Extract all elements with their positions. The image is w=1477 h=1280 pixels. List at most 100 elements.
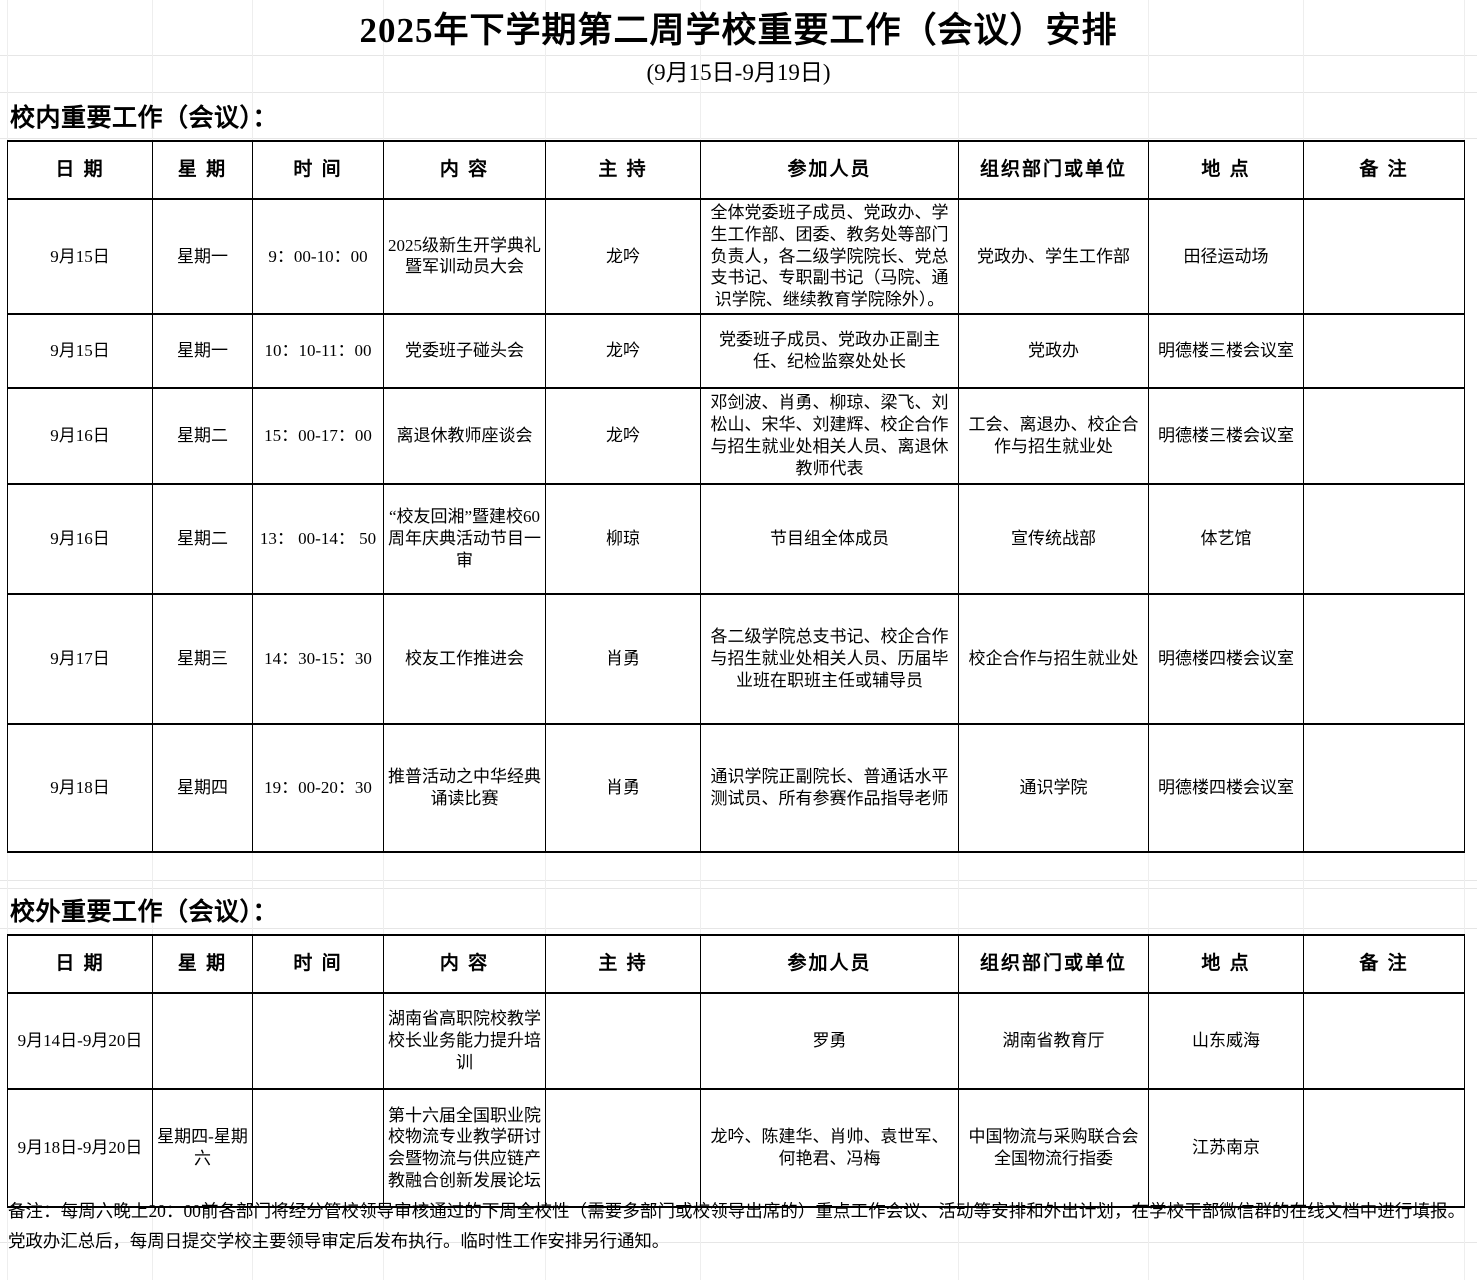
cell-remark	[1303, 198, 1465, 315]
cell-remark	[1303, 386, 1465, 485]
internal-table-body: 9月15日 星期一 9：00-10：00 2025级新生开学典礼暨军训动员大会 龙吟 全体…	[7, 198, 1465, 853]
cell-participants: 邓剑波、肖勇、柳琼、梁飞、刘松山、宋华、刘建辉、校企合作与招生就业处相关人员、离…	[700, 386, 959, 485]
table-row: 9月17日 星期三 14：30-15：30 校友工作推进会 肖勇 各二级学院总支书记、校企…	[7, 592, 1465, 725]
grid-line	[0, 55, 1477, 56]
cell-content: “校友回湘”暨建校60周年庆典活动节目一审	[383, 482, 546, 595]
cell-remark	[1303, 312, 1465, 389]
cell-place: 明德楼三楼会议室	[1148, 386, 1304, 485]
cell-remark	[1303, 482, 1465, 595]
cell-host: 肖勇	[545, 592, 701, 725]
cell-organizer: 党政办、学生工作部	[958, 198, 1149, 315]
cell-content: 第十六届全国职业院校物流专业教学研讨会暨物流与供应链产教融合创新发展论坛	[383, 1088, 546, 1208]
cell-remark	[1303, 1088, 1465, 1208]
cell-time: 14：30-15：30	[252, 592, 384, 725]
table-row: 9月16日 星期二 13： 00-14： 50 “校友回湘”暨建校60周年庆典活动节目…	[7, 482, 1465, 595]
column-header-date: 日 期	[7, 140, 153, 200]
cell-place: 体艺馆	[1148, 482, 1304, 595]
grid-line	[0, 880, 1477, 881]
cell-remark	[1303, 722, 1465, 853]
cell-time: 10：10-11：00	[252, 312, 384, 389]
cell-host: 龙吟	[545, 198, 701, 315]
column-header-weekday: 星 期	[152, 140, 253, 200]
document-subtitle: (9月15日-9月19日)	[646, 60, 831, 85]
cell-date: 9月17日	[7, 592, 153, 725]
column-header-participants: 参加人员	[700, 934, 959, 994]
cell-place: 明德楼四楼会议室	[1148, 722, 1304, 853]
table-row: 9月15日 星期一 10：10-11：00 党委班子碰头会 龙吟 党委班子成员、党政办正副…	[7, 312, 1465, 389]
cell-participants: 通识学院正副院长、普通话水平测试员、所有参赛作品指导老师	[700, 722, 959, 853]
cell-organizer: 党政办	[958, 312, 1149, 389]
cell-organizer: 湖南省教育厅	[958, 992, 1149, 1090]
cell-content: 湖南省高职院校教学校长业务能力提升培训	[383, 992, 546, 1090]
table-row: 9月15日 星期一 9：00-10：00 2025级新生开学典礼暨军训动员大会 龙吟 全体…	[7, 198, 1465, 315]
cell-time: 15：00-17：00	[252, 386, 384, 485]
grid-line	[0, 888, 1477, 889]
table-header-row: 日 期 星 期 时 间 内 容 主 持 参加人员 组织部门或单位 地 点 备 注	[7, 140, 1465, 200]
cell-time: 19：00-20：30	[252, 722, 384, 853]
internal-schedule-table: 日 期 星 期 时 间 内 容 主 持 参加人员 组织部门或单位 地 点 备 注…	[7, 140, 1465, 853]
cell-time: 13： 00-14： 50	[252, 482, 384, 595]
cell-weekday: 星期二	[152, 482, 253, 595]
cell-weekday: 星期三	[152, 592, 253, 725]
cell-participants: 罗勇	[700, 992, 959, 1090]
cell-host: 肖勇	[545, 722, 701, 853]
cell-participants: 节目组全体成员	[700, 482, 959, 595]
cell-date: 9月18日	[7, 722, 153, 853]
cell-date: 9月16日	[7, 386, 153, 485]
cell-organizer: 宣传统战部	[958, 482, 1149, 595]
cell-organizer: 中国物流与采购联合会全国物流行指委	[958, 1088, 1149, 1208]
cell-organizer: 校企合作与招生就业处	[958, 592, 1149, 725]
cell-participants: 各二级学院总支书记、校企合作与招生就业处相关人员、历届毕业班在职班主任或辅导员	[700, 592, 959, 725]
cell-weekday	[152, 992, 253, 1090]
grid-line	[0, 1242, 1477, 1243]
column-header-time: 时 间	[252, 934, 384, 994]
column-header-content: 内 容	[383, 140, 546, 200]
table-row: 9月16日 星期二 15：00-17：00 离退休教师座谈会 龙吟 邓剑波、肖勇、柳琼、梁…	[7, 386, 1465, 485]
cell-place: 明德楼三楼会议室	[1148, 312, 1304, 389]
cell-date: 9月18日-9月20日	[7, 1088, 153, 1208]
section-label-internal: 校内重要工作（会议）：	[10, 105, 279, 132]
cell-date: 9月15日	[7, 312, 153, 389]
cell-place: 明德楼四楼会议室	[1148, 592, 1304, 725]
external-schedule-table: 日 期 星 期 时 间 内 容 主 持 参加人员 组织部门或单位 地 点 备 注…	[7, 934, 1465, 1208]
cell-place: 田径运动场	[1148, 198, 1304, 315]
cell-participants: 全体党委班子成员、党政办、学生工作部、团委、教务处等部门负责人，各二级学院院长、…	[700, 198, 959, 315]
table-row: 9月18日 星期四 19：00-20：30 推普活动之中华经典诵读比赛 肖勇 通识学院正副…	[7, 722, 1465, 853]
column-header-host: 主 持	[545, 934, 701, 994]
document-title: 2025年下学期第二周学校重要工作（会议）安排	[359, 11, 1118, 50]
cell-weekday: 星期一	[152, 312, 253, 389]
column-header-host: 主 持	[545, 140, 701, 200]
column-header-remark: 备 注	[1303, 140, 1465, 200]
column-header-place: 地 点	[1148, 140, 1304, 200]
column-header-organizer: 组织部门或单位	[958, 934, 1149, 994]
grid-line	[0, 92, 1477, 93]
column-header-place: 地 点	[1148, 934, 1304, 994]
cell-place: 山东威海	[1148, 992, 1304, 1090]
column-header-content: 内 容	[383, 934, 546, 994]
cell-organizer: 通识学院	[958, 722, 1149, 853]
cell-content: 推普活动之中华经典诵读比赛	[383, 722, 546, 853]
cell-content: 校友工作推进会	[383, 592, 546, 725]
table-row: 9月18日-9月20日 星期四-星期六 第十六届全国职业院校物流专业教学研讨会暨物流…	[7, 1088, 1465, 1208]
cell-weekday: 星期二	[152, 386, 253, 485]
cell-organizer: 工会、离退办、校企合作与招生就业处	[958, 386, 1149, 485]
cell-content: 2025级新生开学典礼暨军训动员大会	[383, 198, 546, 315]
cell-host: 龙吟	[545, 386, 701, 485]
cell-date: 9月14日-9月20日	[7, 992, 153, 1090]
external-table-body: 9月14日-9月20日 湖南省高职院校教学校长业务能力提升培训 罗勇 湖南省教育厅 山东…	[7, 992, 1465, 1208]
cell-host: 龙吟	[545, 312, 701, 389]
column-header-remark: 备 注	[1303, 934, 1465, 994]
cell-content: 离退休教师座谈会	[383, 386, 546, 485]
cell-time: 9：00-10：00	[252, 198, 384, 315]
column-header-organizer: 组织部门或单位	[958, 140, 1149, 200]
cell-remark	[1303, 992, 1465, 1090]
cell-date: 9月16日	[7, 482, 153, 595]
column-header-participants: 参加人员	[700, 140, 959, 200]
cell-host: 柳琼	[545, 482, 701, 595]
cell-time	[252, 1088, 384, 1208]
cell-weekday: 星期四-星期六	[152, 1088, 253, 1208]
section-label-external: 校外重要工作（会议）：	[10, 899, 279, 926]
grid-line	[0, 138, 1477, 139]
cell-remark	[1303, 592, 1465, 725]
